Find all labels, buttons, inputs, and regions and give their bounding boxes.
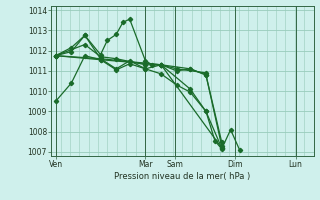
- X-axis label: Pression niveau de la mer( hPa ): Pression niveau de la mer( hPa ): [114, 172, 251, 181]
